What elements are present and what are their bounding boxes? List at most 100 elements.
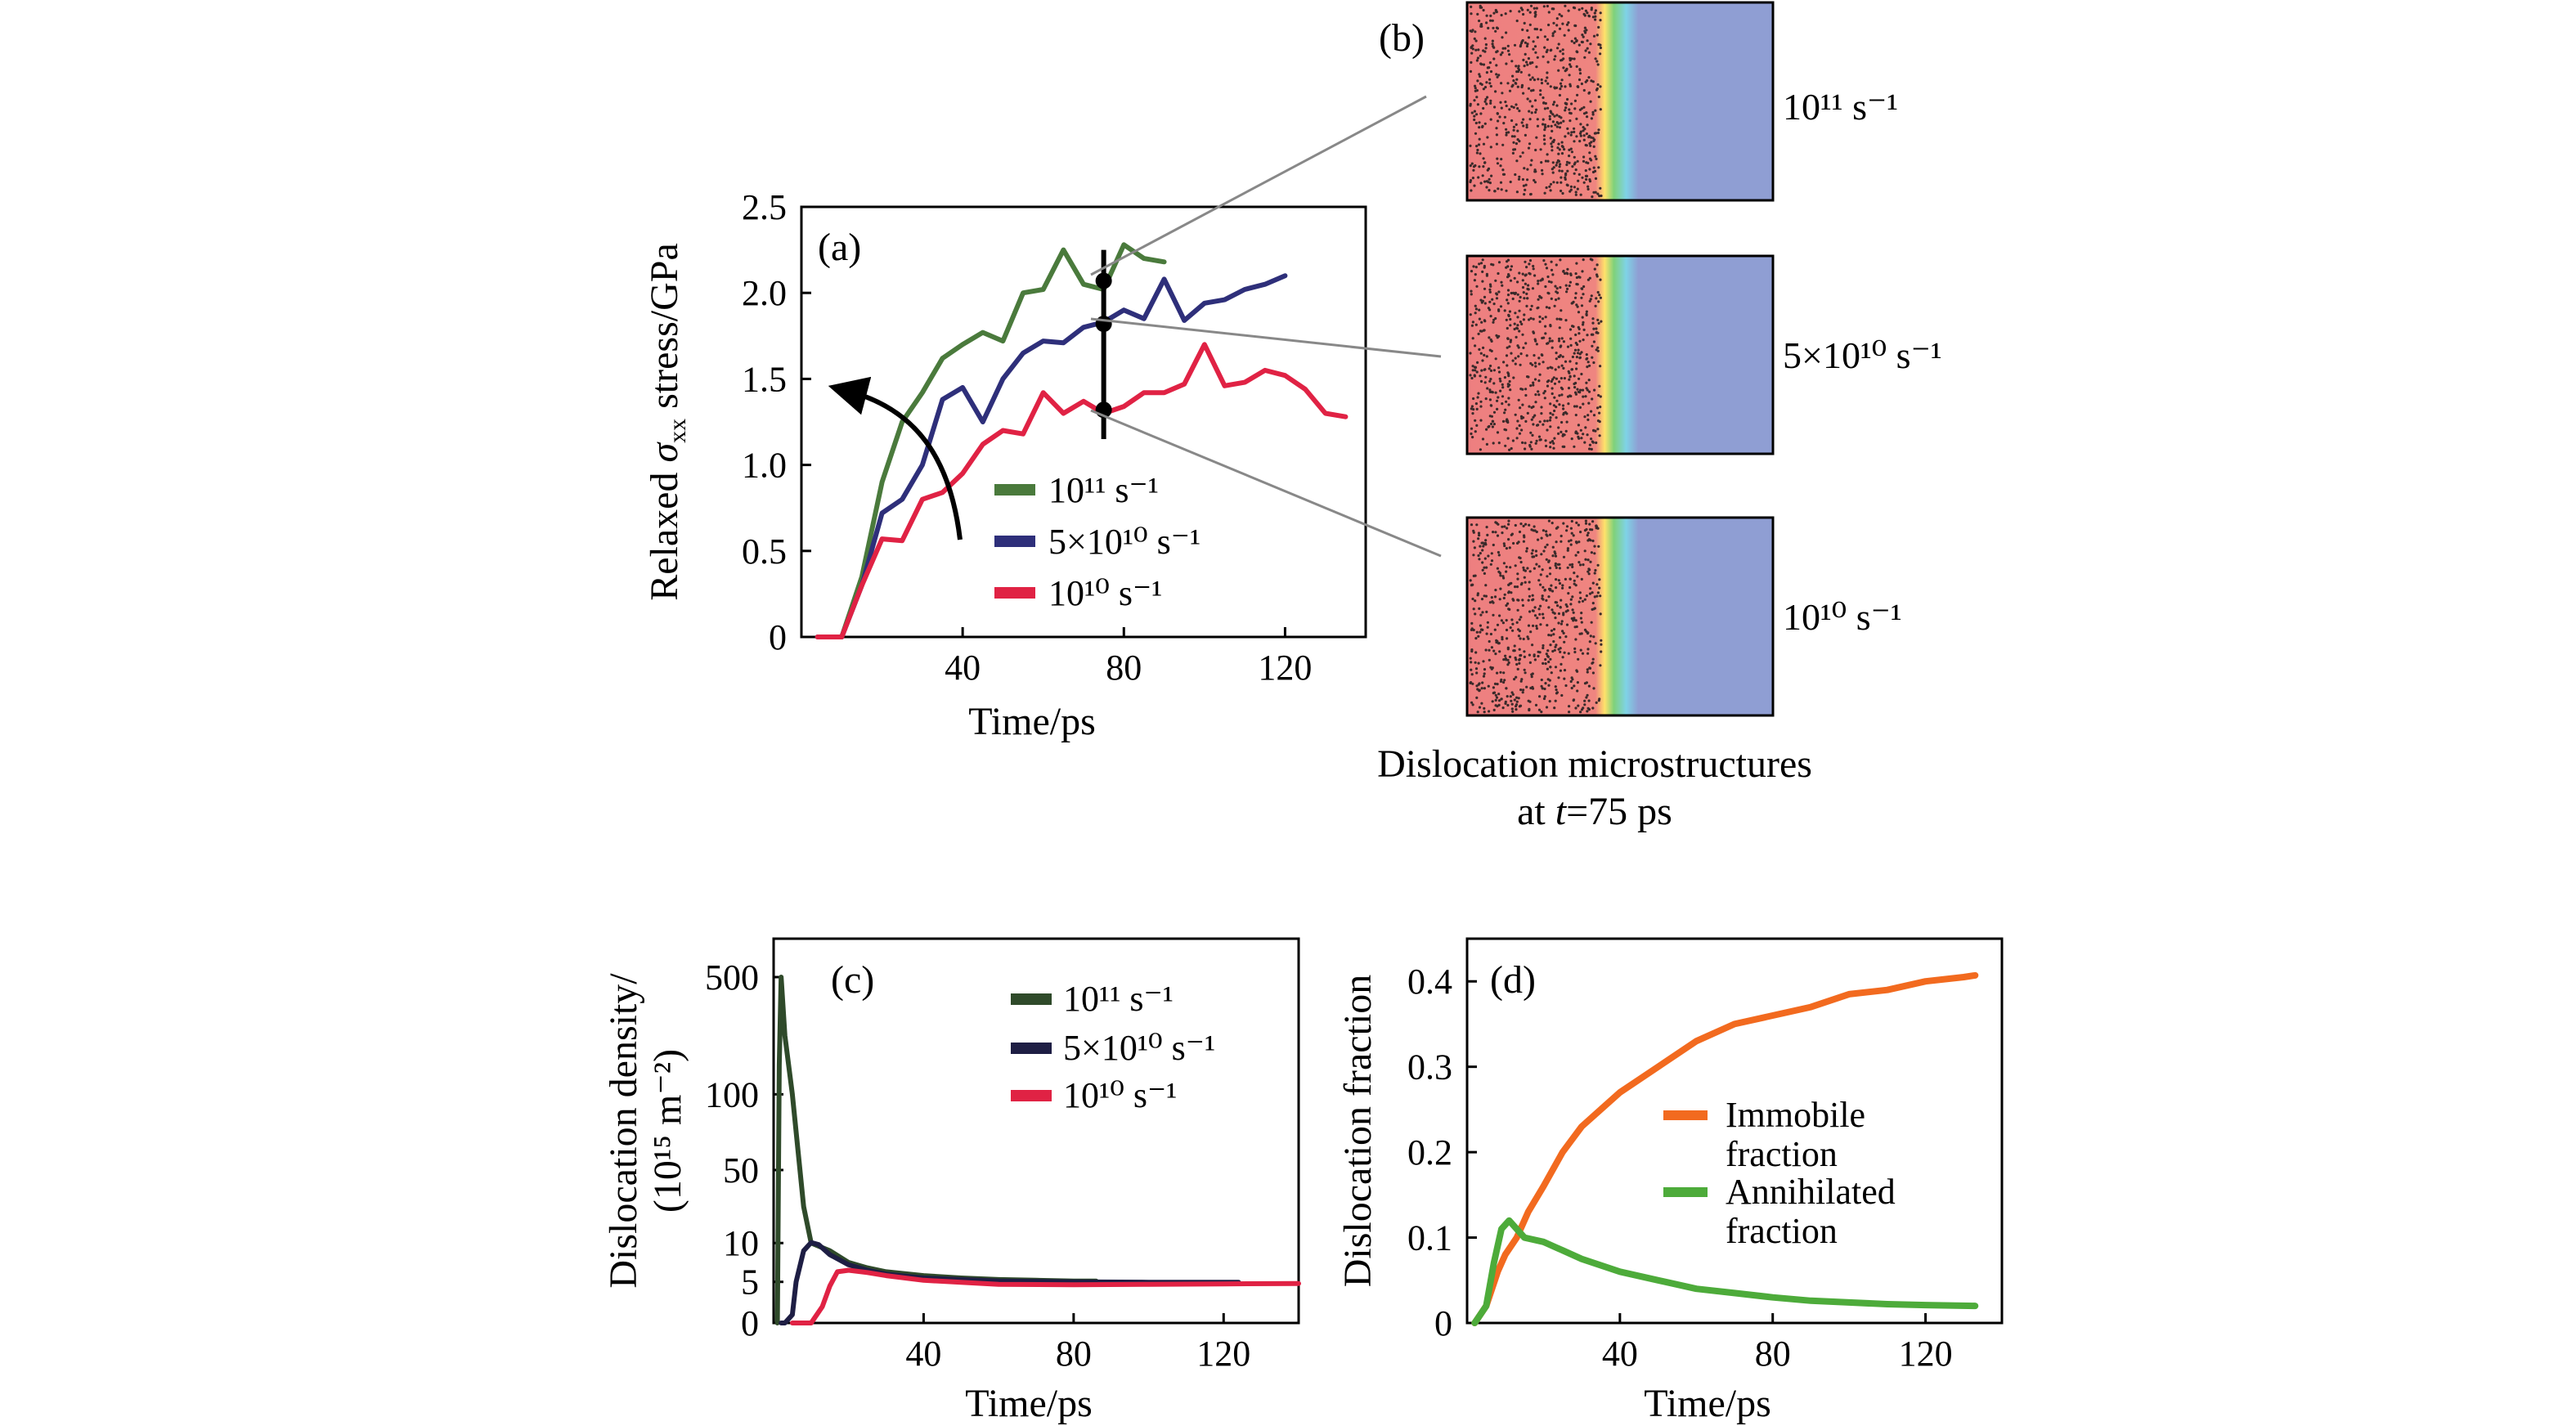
dislocation-dot (1470, 701, 1474, 704)
dislocation-dot (1521, 272, 1524, 276)
dislocation-dot (1580, 82, 1583, 86)
dislocation-dot (1570, 437, 1573, 441)
dislocation-dot (1470, 668, 1473, 671)
dislocation-dot (1548, 118, 1551, 121)
dislocation-dot (1516, 280, 1519, 284)
dislocation-dot (1559, 354, 1562, 357)
dislocation-dot (1590, 447, 1593, 451)
dislocation-dot (1567, 402, 1570, 406)
dislocation-dot (1482, 87, 1485, 91)
dislocation-dot (1591, 706, 1595, 710)
dislocation-dot (1536, 118, 1539, 121)
dislocation-dot (1473, 114, 1476, 118)
dislocation-dot (1556, 291, 1560, 294)
dislocation-dot (1537, 306, 1540, 309)
dislocation-dot (1524, 393, 1528, 397)
dislocation-dot (1474, 84, 1477, 87)
dislocation-dot (1559, 636, 1562, 639)
dislocation-dot (1546, 275, 1550, 279)
dislocation-dot (1543, 588, 1546, 592)
dislocation-dot (1476, 79, 1479, 83)
dislocation-dot (1573, 582, 1576, 585)
dislocation-dot (1552, 633, 1555, 636)
dislocation-dot (1489, 378, 1492, 381)
dislocation-dot (1507, 519, 1510, 522)
dislocation-dot (1582, 395, 1585, 398)
dislocation-dot (1526, 43, 1529, 46)
dislocation-dot (1510, 105, 1514, 108)
dislocation-dot (1510, 265, 1514, 268)
dislocation-dot (1557, 69, 1560, 72)
dislocation-dot (1477, 176, 1480, 179)
dislocation-dot (1513, 292, 1517, 295)
dislocation-dot (1496, 112, 1499, 115)
dislocation-dot (1530, 89, 1533, 92)
dislocation-dot (1472, 529, 1475, 533)
dislocation-dot (1542, 101, 1546, 105)
dislocation-dot (1502, 680, 1506, 684)
dislocation-dot (1528, 610, 1532, 613)
dislocation-dot (1519, 295, 1522, 299)
dislocation-dot (1489, 369, 1493, 372)
panel-a: (a) 00.51.01.52.02.5 40 80 120 Time/ps Rel… (643, 187, 1367, 743)
dislocation-dot (1588, 151, 1591, 155)
dislocation-dot (1582, 129, 1585, 132)
dislocation-dot (1582, 293, 1585, 296)
dislocation-dot (1514, 523, 1517, 527)
dislocation-dot (1497, 290, 1501, 294)
dislocation-dot (1584, 426, 1587, 429)
dislocation-dot (1504, 428, 1508, 432)
dislocation-dot (1573, 140, 1576, 143)
dislocation-dot (1555, 298, 1558, 302)
dislocation-dot (1564, 577, 1567, 581)
dislocation-dot (1585, 132, 1588, 136)
dislocation-dot (1530, 675, 1533, 679)
dislocation-dot (1555, 643, 1558, 647)
dislocation-dot (1486, 387, 1489, 390)
dislocation-dot (1523, 297, 1526, 300)
dislocation-dot (1478, 308, 1481, 312)
dislocation-dot (1553, 396, 1556, 399)
dislocation-dot (1469, 657, 1472, 660)
dislocation-dot (1485, 102, 1488, 105)
dislocation-dot (1577, 377, 1581, 380)
dislocation-dot (1511, 439, 1515, 442)
dislocation-dot (1481, 270, 1484, 273)
dislocation-dot (1521, 177, 1524, 182)
dislocation-dot (1515, 700, 1519, 703)
dislocation-dot (1533, 99, 1537, 102)
dislocation-dot (1564, 284, 1568, 287)
dislocation-dot (1575, 39, 1578, 43)
dislocation-dot (1551, 103, 1555, 106)
dislocation-dot (1574, 272, 1577, 276)
dislocation-dot (1509, 340, 1512, 343)
dislocation-dot (1580, 632, 1583, 635)
dislocation-dot (1546, 82, 1550, 85)
dislocation-dot (1549, 324, 1552, 327)
dislocation-dot (1545, 50, 1548, 54)
dislocation-dot (1558, 13, 1561, 16)
dislocation-dot (1557, 43, 1560, 46)
dislocation-dot (1582, 321, 1585, 324)
dislocation-dot (1527, 699, 1530, 702)
dislocation-dot (1522, 318, 1525, 321)
dislocation-dot (1542, 123, 1545, 126)
dislocation-dot (1567, 652, 1570, 655)
dislocation-dot (1532, 40, 1535, 43)
dislocation-dot (1549, 425, 1552, 428)
dislocation-dot (1577, 390, 1580, 393)
dislocation-dot (1543, 389, 1546, 393)
dislocation-dot (1478, 165, 1481, 168)
dislocation-dot (1573, 348, 1577, 352)
dislocation-dot (1485, 180, 1488, 183)
dislocation-dot (1530, 418, 1533, 421)
dislocation-dot (1515, 335, 1518, 339)
panel-c-x-ticks: 40 80 120 (905, 1313, 1250, 1374)
dislocation-dot (1559, 50, 1562, 53)
dislocation-dot (1558, 581, 1562, 585)
dislocation-dot (1524, 581, 1527, 584)
dislocation-dot (1537, 78, 1540, 81)
dislocation-dot (1526, 635, 1529, 639)
dislocation-dot (1536, 617, 1539, 620)
dislocation-dot (1593, 545, 1596, 548)
